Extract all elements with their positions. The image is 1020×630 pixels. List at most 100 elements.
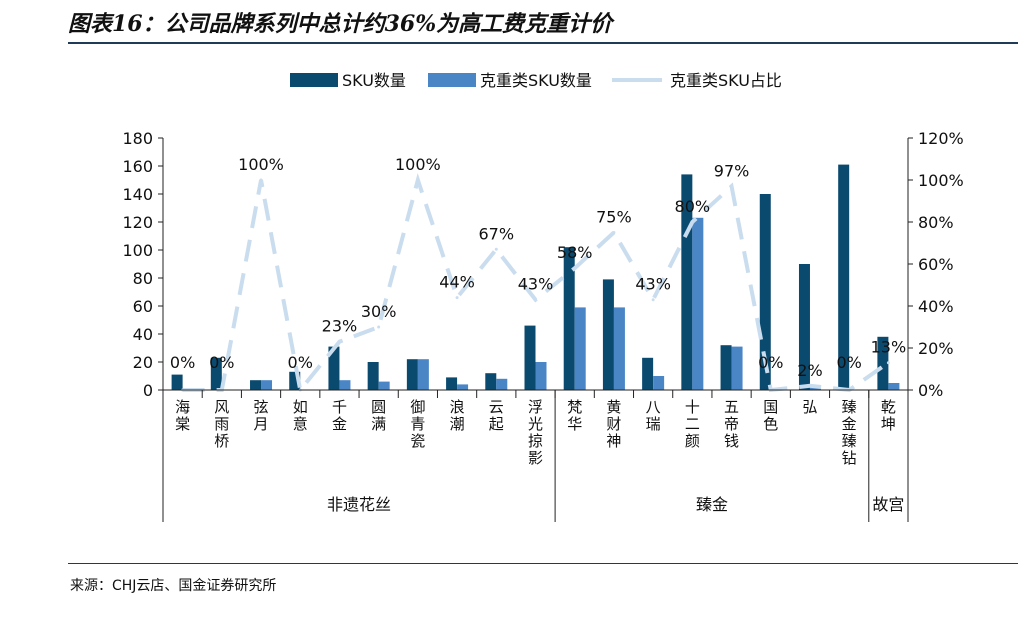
- left-tick-label: 120: [122, 213, 153, 232]
- left-tick-label: 20: [133, 353, 153, 372]
- share-data-label: 13%: [871, 338, 907, 357]
- share-line-point: [455, 296, 459, 300]
- category-label: 十二颜: [685, 398, 700, 450]
- right-tick-label: 40%: [918, 297, 954, 316]
- share-line-point: [377, 325, 381, 329]
- category-label: 臻金臻钻: [842, 398, 857, 467]
- category-label: 浪潮: [450, 398, 465, 433]
- share-data-label: 0%: [209, 353, 234, 372]
- share-data-label: 43%: [518, 275, 554, 294]
- bar-sku: [446, 377, 458, 390]
- bar-sku: [798, 264, 810, 390]
- category-label: 御青瓷: [410, 398, 425, 450]
- legend: SKU数量 克重类SKU数量 克重类SKU占比: [290, 71, 782, 90]
- share-line-point: [886, 361, 890, 365]
- bar-sku: [210, 357, 222, 390]
- share-data-label: 97%: [714, 161, 750, 180]
- share-data-label: 0%: [836, 353, 861, 372]
- share-line-point: [337, 340, 341, 344]
- share-data-label: 0%: [758, 353, 783, 372]
- left-tick-label: 80: [133, 269, 153, 288]
- right-tick-label: 100%: [918, 171, 964, 190]
- legend-swatch-1: [428, 73, 476, 87]
- category-label: 圆满: [371, 398, 386, 433]
- bar-weighed-sku: [731, 346, 743, 390]
- category-label: 浮光掠影: [528, 398, 543, 467]
- right-tick-label: 20%: [918, 339, 954, 358]
- share-data-label: 0%: [288, 353, 313, 372]
- bar-weighed-sku: [613, 307, 625, 390]
- category-label: 弦月: [254, 398, 269, 433]
- bar-sku: [328, 346, 340, 390]
- bar-weighed-sku: [378, 381, 390, 390]
- bars: [171, 164, 900, 390]
- right-tick-label: 120%: [918, 129, 964, 148]
- left-axis: 0 20 40 60 80 100 120 140 160 180: [122, 129, 164, 400]
- share-line-point: [259, 178, 263, 182]
- category-label: 如意: [293, 398, 308, 433]
- share-line-point: [534, 298, 537, 302]
- left-tick-label: 100: [122, 241, 153, 260]
- bar-weighed-sku: [809, 387, 821, 390]
- share-data-label: 100%: [395, 155, 441, 174]
- share-line-point: [690, 220, 694, 224]
- bar-weighed-sku: [888, 383, 900, 390]
- share-data-label: 75%: [596, 208, 632, 227]
- bar-weighed-sku: [261, 380, 273, 390]
- bar-sku: [406, 359, 418, 390]
- right-tick-label: 80%: [918, 213, 954, 232]
- right-tick-label: 0%: [918, 381, 943, 400]
- bar-sku: [524, 325, 536, 390]
- share-data-label: 23%: [322, 317, 358, 336]
- left-tick-label: 0: [143, 381, 153, 400]
- bar-sku: [367, 362, 379, 390]
- share-line-point: [651, 298, 655, 302]
- bar-weighed-sku: [692, 217, 704, 390]
- share-data-label: 58%: [557, 243, 593, 262]
- share-line-point: [573, 266, 577, 270]
- legend-label-1: 克重类SKU数量: [480, 71, 592, 90]
- left-tick-label: 180: [122, 129, 153, 148]
- category-label: 风雨桥: [214, 398, 229, 450]
- bar-sku: [877, 336, 889, 390]
- right-axis: 0% 20% 40% 60% 80% 100% 120%: [907, 129, 964, 400]
- bar-weighed-sku: [574, 307, 586, 390]
- group-label: 故宫: [872, 495, 904, 514]
- legend-swatch-0: [290, 73, 338, 87]
- category-label: 千金: [332, 398, 347, 433]
- bar-sku: [642, 357, 654, 390]
- category-label: 五帝钱: [724, 398, 739, 450]
- share-data-label: 67%: [479, 224, 515, 243]
- category-label: 国色: [763, 398, 778, 433]
- bar-sku: [485, 373, 497, 390]
- category-label: 黄财神: [606, 398, 621, 450]
- title-rule: [68, 42, 1018, 44]
- share-line: 0% 0%100%0%23%30%100%44%67%43%58%75%43%80…: [170, 155, 907, 395]
- chart-svg: SKU数量 克重类SKU数量 克重类SKU占比 0 20 40 60 80 100 120 140…: [122, 71, 964, 522]
- share-line-point: [730, 184, 734, 188]
- legend-label-0: SKU数量: [342, 71, 406, 90]
- share-data-label: 80%: [675, 197, 711, 216]
- left-tick-label: 40: [133, 325, 153, 344]
- bar-sku: [720, 345, 732, 390]
- share-line-point: [612, 231, 616, 234]
- share-data-label: 30%: [361, 302, 397, 321]
- left-tick-label: 60: [133, 297, 153, 316]
- category-label: 弘: [802, 398, 817, 416]
- share-data-label: 100%: [238, 155, 284, 174]
- share-data-label: 44%: [439, 273, 475, 292]
- category-label: 乾坤: [881, 398, 896, 433]
- bar-weighed-sku: [457, 384, 469, 390]
- bar-weighed-sku: [535, 362, 547, 390]
- legend-label-2: 克重类SKU占比: [670, 71, 782, 90]
- bar-sku: [289, 371, 301, 390]
- group-label: 非遗花丝: [327, 495, 391, 514]
- bar-sku: [681, 174, 693, 390]
- right-tick-label: 60%: [918, 255, 954, 274]
- share-data-label: 2%: [797, 361, 822, 380]
- chart-title: 图表16：公司品牌系列中总计约36%为高工费克重计价: [68, 11, 613, 37]
- category-label: 八瑞: [646, 398, 661, 433]
- share-line-point: [808, 384, 812, 388]
- bar-weighed-sku: [339, 380, 351, 390]
